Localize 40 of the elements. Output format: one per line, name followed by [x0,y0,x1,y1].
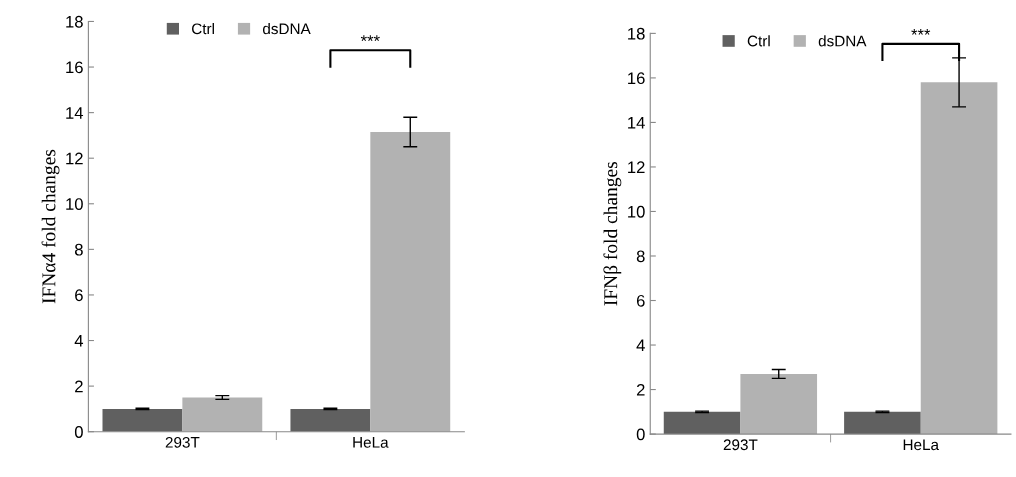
y-tick-label: 10 [628,205,645,218]
legend-label: dsDNA [262,22,311,35]
y-tick-label: 12 [66,152,83,165]
y-axis-title: IFNβ fold changes [603,161,622,306]
y-tick-label: 12 [628,161,645,173]
y-tick-label: 18 [66,15,83,28]
y-tick-label: 2 [636,383,645,396]
y-tick-label: 0 [636,428,645,441]
x-tick-label: HeLa [903,439,940,451]
bar [290,408,371,432]
y-tick-label: 4 [74,335,84,347]
y-tick-label: 8 [74,243,83,256]
y-tick-label: 2 [75,380,83,393]
y-tick-label: 18 [628,27,645,40]
y-tick-label: 16 [66,61,83,74]
x-tick-label: 293T [165,436,200,448]
bar [920,82,998,435]
annotation: *** [911,28,931,35]
y-tick-label: 14 [628,117,645,129]
bar [844,411,921,435]
y-tick-label: 6 [636,294,645,307]
bar [182,397,263,432]
legend-label: Ctrl [192,22,214,35]
y-tick-label: 10 [66,198,83,210]
y-axis-title: IFNα4 fold changes [41,149,60,304]
bar [370,132,451,432]
y-tick-label: 4 [636,339,645,352]
y-tick-label: 6 [75,289,83,302]
bar [663,411,741,435]
legend-label: dsDNA [818,35,867,47]
annotation: *** [360,35,380,42]
y-tick-label: 14 [66,107,84,119]
y-tick-label: 16 [628,72,645,85]
y-tick-label: 8 [636,250,645,263]
y-tick-label: 0 [74,426,83,438]
bar [740,373,818,435]
x-tick-label: HeLa [353,437,389,448]
legend-label: Ctrl [747,35,770,47]
x-tick-label: 293T [723,439,758,451]
bar [102,408,183,432]
